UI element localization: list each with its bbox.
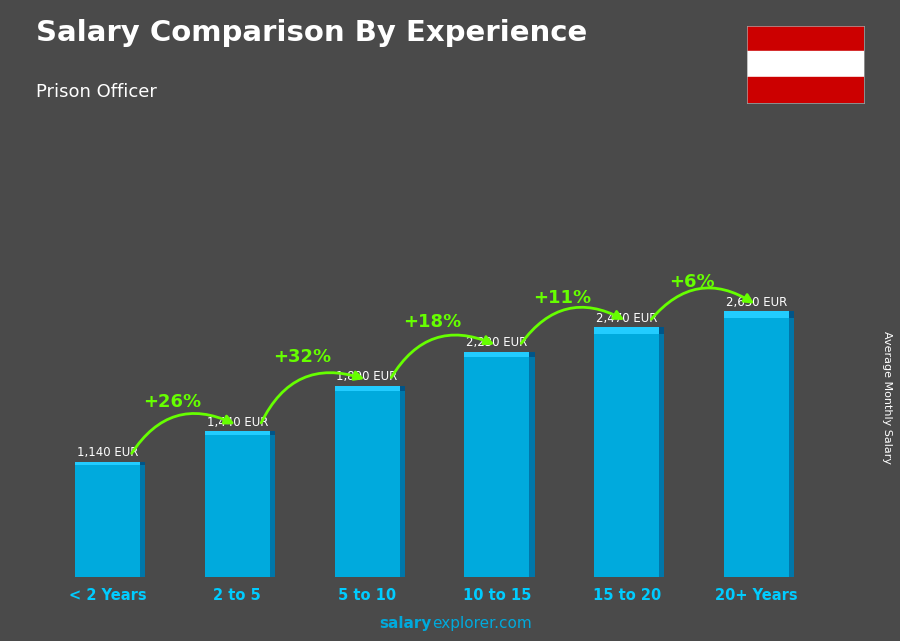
Text: salary: salary [380, 617, 432, 631]
Text: explorer.com: explorer.com [432, 617, 532, 631]
Bar [335, 386, 400, 391]
Bar [75, 462, 140, 577]
Bar [140, 462, 145, 465]
FancyArrowPatch shape [392, 335, 491, 378]
Text: 1,140 EUR: 1,140 EUR [76, 446, 138, 459]
FancyArrowPatch shape [261, 372, 362, 423]
FancyArrowPatch shape [131, 413, 232, 453]
Bar [747, 51, 864, 77]
Bar [724, 312, 789, 318]
Text: 2,630 EUR: 2,630 EUR [726, 296, 788, 309]
FancyArrowPatch shape [652, 288, 752, 319]
Bar [270, 431, 274, 435]
Text: Salary Comparison By Experience: Salary Comparison By Experience [36, 19, 587, 47]
Bar [529, 352, 535, 577]
Bar [205, 431, 270, 435]
Text: 1,890 EUR: 1,890 EUR [337, 370, 398, 383]
Bar [400, 386, 405, 577]
Text: 2,470 EUR: 2,470 EUR [596, 312, 657, 325]
Text: Average Monthly Salary: Average Monthly Salary [881, 331, 892, 464]
Text: +26%: +26% [143, 393, 202, 412]
Bar [205, 431, 270, 577]
Text: +11%: +11% [533, 289, 591, 307]
FancyArrowPatch shape [521, 307, 622, 344]
Bar [789, 312, 794, 318]
Bar [659, 328, 664, 334]
Bar [594, 328, 659, 334]
Bar [529, 352, 535, 357]
Bar [724, 312, 789, 577]
Text: +18%: +18% [403, 313, 461, 331]
Text: +32%: +32% [273, 348, 331, 366]
Bar [464, 352, 529, 577]
Bar [659, 328, 664, 577]
Text: 1,440 EUR: 1,440 EUR [207, 416, 268, 429]
Bar [335, 386, 400, 577]
Bar [594, 328, 659, 577]
Bar [747, 77, 864, 103]
Bar [464, 352, 529, 357]
Text: 2,230 EUR: 2,230 EUR [466, 336, 527, 349]
Bar [270, 431, 274, 577]
Bar [747, 26, 864, 51]
Bar [400, 386, 405, 391]
Bar [789, 312, 794, 577]
Text: +6%: +6% [669, 273, 715, 291]
Text: Prison Officer: Prison Officer [36, 83, 157, 101]
Bar [75, 462, 140, 465]
Bar [140, 462, 145, 577]
